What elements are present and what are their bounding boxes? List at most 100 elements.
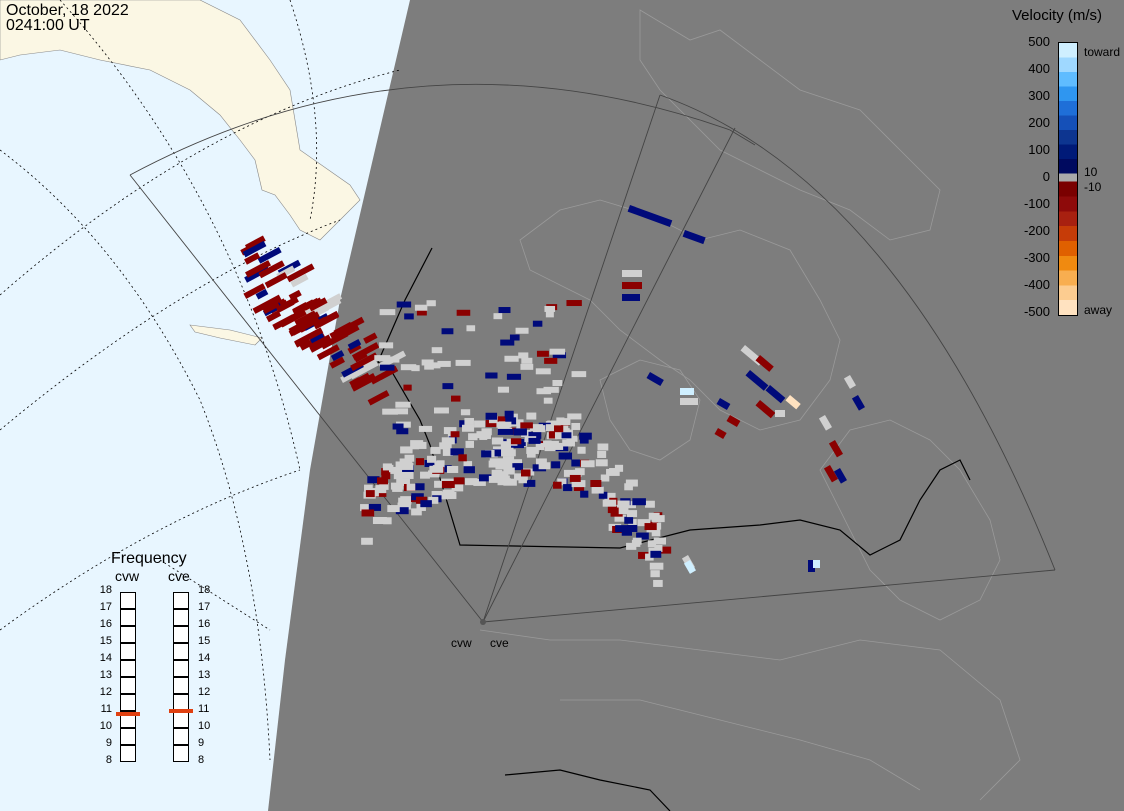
scatter-cell	[485, 412, 498, 420]
scatter-cell	[632, 498, 646, 506]
freq-cell	[173, 609, 189, 626]
neg-threshold-label: -10	[1084, 180, 1102, 194]
scatter-cell	[292, 299, 316, 316]
scatter-cell	[406, 483, 416, 491]
scatter-cell	[381, 472, 391, 480]
scatter-cell	[657, 546, 672, 554]
scatter-cell	[473, 478, 486, 486]
scatter-cell	[544, 444, 556, 452]
scatter-cell	[851, 395, 866, 411]
freq-cell	[173, 677, 189, 694]
scatter-cell	[645, 553, 654, 561]
scatter-cell	[626, 501, 636, 509]
scatter-cell	[428, 496, 439, 504]
scatter-cell	[429, 465, 444, 473]
freq-cell	[120, 592, 136, 609]
scatter-cell	[775, 410, 785, 417]
scatter-cell	[650, 570, 660, 578]
scatter-cell	[627, 205, 673, 227]
scatter-cell	[442, 448, 453, 456]
scatter-cell	[441, 491, 453, 499]
scatter-cell	[411, 365, 420, 372]
scatter-cell	[265, 310, 282, 323]
scatter-cell	[395, 408, 409, 415]
scatter-cell	[446, 465, 459, 473]
scatter-cell	[500, 339, 515, 346]
scatter-cell	[381, 468, 390, 476]
scatter-cell	[420, 500, 432, 508]
scatter-cell	[410, 440, 424, 448]
scatter-cell	[501, 447, 514, 455]
scatter-cell	[474, 420, 486, 428]
scatter-cell	[374, 489, 387, 497]
freq-cell	[173, 592, 189, 609]
freq-cell	[173, 643, 189, 660]
scatter-cell	[765, 384, 786, 404]
scatter-cell	[526, 446, 539, 454]
scatter-cell	[396, 428, 409, 435]
scatter-cell	[316, 344, 340, 361]
scatter-cell	[543, 386, 559, 393]
scatter-cell	[624, 516, 634, 524]
scatter-cell	[509, 459, 523, 467]
scatter-cell	[497, 475, 510, 483]
scatter-cell	[461, 424, 475, 432]
scatter-cell	[598, 491, 608, 499]
scatter-cell	[468, 433, 478, 441]
scatter-cell	[528, 431, 542, 439]
scatter-cell	[390, 356, 400, 363]
velocity-tick-label: 300	[1028, 88, 1050, 103]
scatter-cell	[290, 273, 309, 288]
radar-site-marker	[480, 619, 486, 625]
scatter-cell	[492, 449, 502, 457]
scatter-cell	[244, 252, 261, 265]
scatter-cell	[680, 388, 694, 395]
night-region	[268, 0, 1124, 811]
pos-threshold-label: 10	[1084, 165, 1098, 179]
scatter-cell	[361, 509, 375, 517]
scatter-cell	[434, 480, 443, 488]
scatter-cell	[557, 428, 570, 436]
scatter-cell	[569, 474, 581, 482]
scatter-cell	[493, 313, 503, 320]
scatter-cell	[330, 350, 345, 362]
scatter-cell	[843, 375, 856, 389]
scatter-cell	[439, 442, 452, 450]
scatter-cell	[532, 320, 543, 327]
scatter-cell	[396, 478, 410, 486]
freq-cell	[120, 660, 136, 677]
velocity-tick-label: 0	[1042, 169, 1050, 184]
scatter-cell	[535, 458, 547, 466]
radar-label-cvw: cvw	[451, 636, 472, 650]
scatter-cell	[520, 422, 533, 429]
scatter-cell	[433, 407, 449, 414]
scatter-cell	[397, 502, 411, 510]
scatter-cell	[456, 309, 471, 316]
scatter-cell	[626, 542, 637, 550]
scatter-cell	[515, 327, 529, 334]
freq-cell	[120, 745, 136, 762]
velocity-tick-label: 500	[1028, 34, 1050, 49]
scatter-cell	[360, 504, 371, 512]
scatter-cell	[504, 410, 514, 418]
scatter-cell	[571, 459, 580, 467]
date-label: October, 18 2022	[6, 2, 129, 19]
scatter-cell	[559, 418, 571, 426]
alaska-land	[0, 0, 361, 241]
scatter-cell	[621, 528, 633, 536]
scatter-cell	[638, 551, 651, 559]
scatter-cell	[506, 373, 522, 380]
freq-cell	[173, 728, 189, 745]
freq-marker	[169, 709, 193, 713]
freq-tick-label-left: 13	[99, 669, 112, 681]
toward-label: toward	[1084, 45, 1121, 59]
scatter-cell	[337, 316, 365, 335]
scatter-cell	[745, 370, 769, 391]
scatter-cell	[607, 506, 619, 514]
scatter-cell	[415, 458, 425, 466]
scatter-cell	[624, 483, 633, 491]
radar-label-cve: cve	[490, 636, 509, 650]
scatter-cell	[262, 300, 280, 314]
scatter-cell	[411, 508, 422, 516]
velocity-tick-label: -100	[1023, 196, 1050, 211]
